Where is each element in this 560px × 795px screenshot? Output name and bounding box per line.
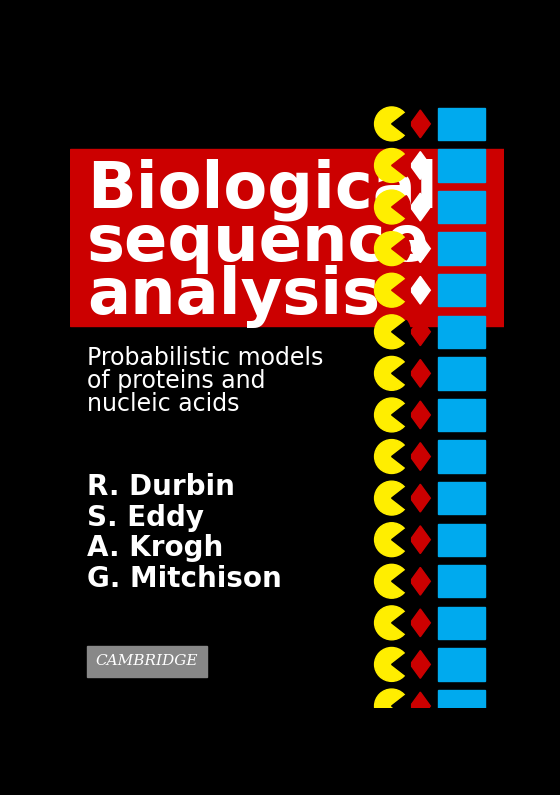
Circle shape: [375, 356, 409, 390]
Text: of proteins and: of proteins and: [87, 369, 265, 393]
Polygon shape: [410, 650, 430, 678]
Bar: [438, 191, 484, 223]
Bar: [438, 274, 484, 306]
Polygon shape: [410, 692, 430, 719]
Wedge shape: [391, 653, 410, 676]
Bar: [438, 482, 484, 514]
Bar: [438, 524, 484, 556]
Text: nucleic acids: nucleic acids: [87, 392, 240, 416]
Circle shape: [375, 398, 409, 432]
Circle shape: [375, 315, 409, 349]
Text: A. Krogh: A. Krogh: [87, 534, 223, 562]
Text: S. Eddy: S. Eddy: [87, 503, 204, 532]
Circle shape: [375, 190, 409, 224]
Polygon shape: [410, 152, 430, 180]
Text: analysis: analysis: [87, 265, 380, 328]
Bar: [438, 107, 484, 140]
Bar: [438, 690, 484, 722]
Bar: [438, 399, 484, 431]
Wedge shape: [391, 487, 410, 510]
Bar: [438, 149, 484, 181]
Wedge shape: [391, 445, 410, 468]
Text: Probabilistic models: Probabilistic models: [87, 346, 324, 370]
Bar: [438, 316, 484, 348]
Bar: [438, 232, 484, 265]
Polygon shape: [410, 484, 430, 512]
Text: Biological: Biological: [87, 158, 438, 221]
Text: R. Durbin: R. Durbin: [87, 473, 235, 501]
Polygon shape: [410, 401, 430, 429]
Text: CAMBRIDGE: CAMBRIDGE: [96, 654, 198, 669]
Polygon shape: [410, 193, 430, 221]
Circle shape: [375, 606, 409, 640]
Bar: [438, 440, 484, 473]
Bar: [438, 565, 484, 597]
Polygon shape: [410, 110, 430, 138]
Wedge shape: [391, 404, 410, 426]
Bar: [438, 607, 484, 639]
Circle shape: [375, 523, 409, 556]
Circle shape: [375, 564, 409, 598]
Polygon shape: [410, 525, 430, 553]
Circle shape: [375, 273, 409, 307]
Text: G. Mitchison: G. Mitchison: [87, 565, 282, 593]
Circle shape: [375, 149, 409, 182]
Polygon shape: [410, 235, 430, 262]
Circle shape: [375, 647, 409, 681]
Bar: [438, 357, 484, 390]
Wedge shape: [391, 154, 410, 176]
Bar: [87, 646, 207, 677]
Bar: [438, 648, 484, 681]
Polygon shape: [410, 609, 430, 637]
Wedge shape: [391, 611, 410, 634]
Polygon shape: [410, 318, 430, 346]
Circle shape: [375, 107, 409, 141]
Polygon shape: [410, 443, 430, 471]
Circle shape: [375, 481, 409, 515]
Circle shape: [375, 231, 409, 266]
Wedge shape: [391, 570, 410, 592]
Circle shape: [375, 689, 409, 723]
Wedge shape: [391, 362, 410, 385]
Wedge shape: [391, 279, 410, 301]
Wedge shape: [391, 237, 410, 260]
Polygon shape: [410, 359, 430, 387]
Wedge shape: [391, 695, 410, 717]
Text: sequence: sequence: [87, 212, 430, 274]
Wedge shape: [391, 529, 410, 551]
Circle shape: [375, 440, 409, 474]
Wedge shape: [391, 320, 410, 343]
Wedge shape: [391, 196, 410, 219]
Polygon shape: [410, 568, 430, 595]
Bar: [70, 149, 504, 327]
Wedge shape: [391, 113, 410, 135]
Polygon shape: [410, 277, 430, 304]
